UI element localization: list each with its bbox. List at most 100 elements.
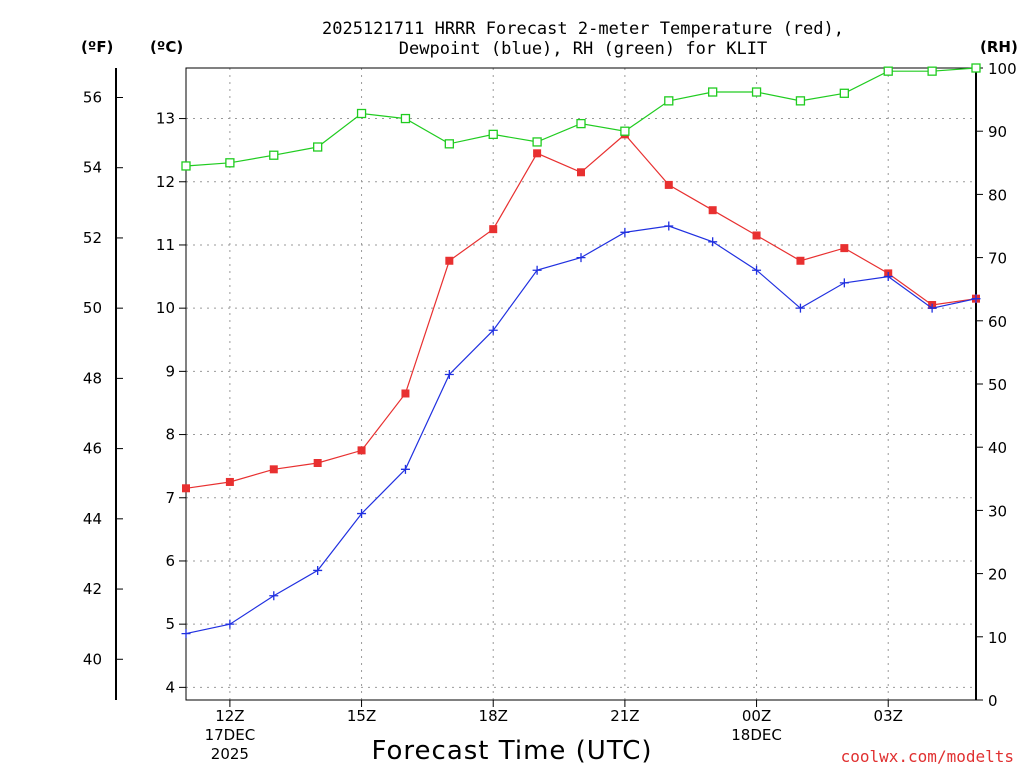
dewpoint-point	[883, 272, 893, 282]
celsius-tick-label: 6	[165, 552, 175, 570]
temperature-point	[401, 389, 410, 398]
fahrenheit-tick-label: 50	[83, 299, 102, 317]
dewpoint-point	[752, 265, 762, 275]
rh-tick-label: 30	[988, 502, 1007, 520]
temperature-point	[533, 149, 542, 158]
rh-point	[839, 88, 849, 98]
celsius-tick-label: 5	[165, 615, 175, 633]
rh-tick-label: 20	[988, 566, 1007, 584]
series-layer	[181, 63, 981, 639]
temperature-point	[225, 477, 234, 486]
rh-point	[576, 118, 586, 129]
time-tick-label: 00Z	[742, 707, 771, 725]
rh-point	[883, 66, 893, 76]
celsius-tick-label: 9	[165, 362, 175, 380]
rh-point	[488, 129, 498, 140]
dewpoint-point	[269, 591, 279, 601]
dewpoint-point	[225, 619, 235, 629]
rh-unit-label: (RH)	[980, 38, 1018, 56]
dewpoint-point	[839, 278, 849, 288]
rh-tick-label: 90	[988, 123, 1007, 141]
rh-tick-label: 40	[988, 439, 1007, 457]
time-tick-label: 15Z	[347, 707, 376, 725]
chart-title-line2: Dewpoint (blue), RH (green) for KLIT	[399, 39, 767, 59]
rh-point	[751, 87, 762, 97]
rh-tick-label: 10	[988, 629, 1007, 647]
celsius-tick-label: 8	[165, 426, 175, 444]
temperature-point	[752, 231, 761, 240]
rh-point	[181, 161, 191, 171]
rh-point	[400, 113, 411, 124]
rh-point	[971, 63, 981, 73]
temperature-point	[664, 180, 673, 189]
time-tick-label: 18DEC	[731, 726, 782, 744]
rh-tick-label: 70	[988, 250, 1007, 268]
dewpoint-point	[444, 370, 454, 380]
temperature-point	[357, 446, 366, 455]
rh-point	[269, 150, 279, 160]
fahrenheit-axis: 40 42 44 46 48 50 52 54 56	[83, 88, 123, 668]
time-tick-label: 18Z	[479, 707, 508, 725]
dewpoint-point	[181, 629, 191, 639]
rh-point	[708, 87, 718, 97]
dewpoint-point	[664, 221, 674, 231]
dewpoint-point	[576, 253, 586, 263]
series-rh	[181, 63, 981, 171]
rh-point	[664, 96, 674, 106]
celsius-unit-label: (ºC)	[150, 38, 183, 56]
time-tick-label: 17DEC	[205, 726, 256, 744]
series-line	[185, 67, 977, 167]
rh-axis: 0 10 20 30 40 50 60 70 80 90 100	[976, 60, 1017, 710]
rh-tick-label: 50	[988, 376, 1007, 394]
fahrenheit-tick-label: 54	[83, 159, 102, 177]
rh-point	[795, 96, 806, 106]
temperature-point	[313, 459, 322, 467]
rh-point	[620, 126, 630, 136]
fahrenheit-tick-label: 40	[83, 650, 102, 668]
temperature-point	[796, 256, 805, 265]
celsius-tick-label: 4	[165, 678, 175, 696]
dewpoint-point	[795, 303, 805, 313]
dewpoint-point	[620, 227, 630, 237]
celsius-axis: 4 5 6 7 8 9 10 11 12 13	[156, 110, 186, 696]
fahrenheit-tick-label: 56	[83, 88, 102, 106]
temperature-point	[445, 256, 454, 265]
temperature-point	[489, 225, 498, 234]
dewpoint-point	[708, 237, 718, 247]
time-tick-label: 12Z	[215, 707, 244, 725]
rh-tick-label: 80	[988, 186, 1007, 204]
series-line	[185, 225, 977, 635]
celsius-tick-label: 13	[156, 110, 175, 128]
fahrenheit-tick-label: 52	[83, 229, 102, 247]
rh-point	[313, 142, 323, 152]
celsius-tick-label: 7	[165, 489, 175, 507]
fahrenheit-unit-label: (ºF)	[81, 38, 113, 56]
plot-frame	[185, 67, 977, 701]
fahrenheit-tick-label: 46	[83, 440, 102, 458]
temperature-point	[182, 484, 190, 493]
dewpoint-point	[532, 265, 542, 275]
dewpoint-point	[971, 294, 981, 304]
fahrenheit-tick-label: 42	[83, 580, 102, 598]
time-tick-label: 2025	[211, 745, 249, 763]
x-axis-title: Forecast Time (UTC)	[371, 736, 652, 766]
chart-title-line1: 2025121711 HRRR Forecast 2-meter Tempera…	[322, 19, 844, 39]
rh-point	[356, 108, 367, 119]
dewpoint-point	[927, 303, 937, 313]
rh-tick-label: 100	[988, 60, 1017, 78]
rh-point	[225, 158, 235, 168]
celsius-tick-label: 12	[156, 173, 175, 191]
series-dewpoint	[181, 221, 981, 639]
celsius-tick-label: 11	[156, 236, 175, 254]
temperature-point	[577, 168, 585, 177]
dewpoint-point	[400, 464, 410, 474]
temperature-point	[708, 206, 717, 215]
time-tick-label: 03Z	[874, 707, 903, 725]
rh-point	[444, 139, 454, 149]
grid	[186, 68, 976, 700]
temperature-point	[269, 465, 278, 474]
fahrenheit-tick-label: 48	[83, 369, 102, 387]
dewpoint-point	[313, 565, 323, 575]
